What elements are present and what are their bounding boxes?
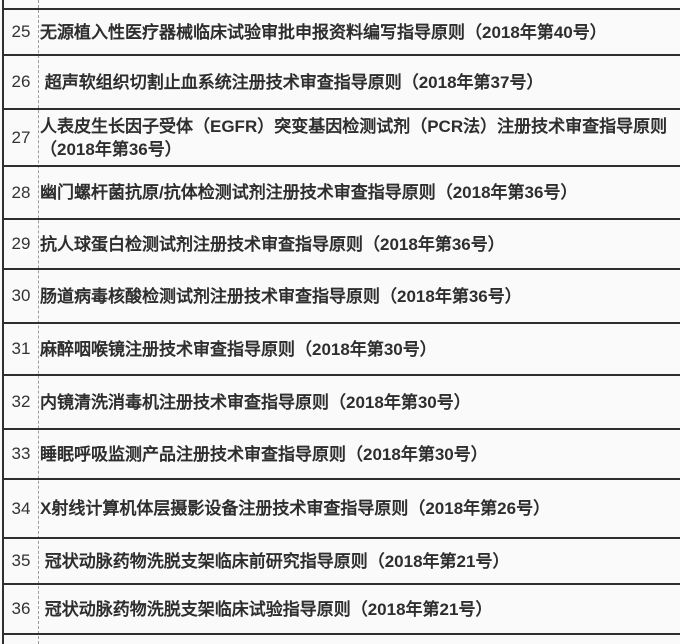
row-title: 肠道病毒核酸检测试剂注册技术审查指导原则（2018年第36号） [40, 286, 522, 306]
row-title: 无源植入性医疗器械临床试验审批申报资料编写指导原则（2018年第40号） [40, 22, 607, 42]
row-number: 36 [11, 599, 31, 618]
previous-row-partial [4, 0, 680, 8]
table-left-border [2, 0, 4, 644]
row-title: 幽门螺杆菌抗原/抗体检测试剂注册技术审查指导原则（2018年第36号） [40, 183, 578, 202]
table-row: 29 抗人球蛋白检测试剂注册技术审查指导原则（2018年第36号） [4, 218, 680, 268]
table-row: 27 人表皮生长因子受体（EGFR）突变基因检测试剂（PCR法）注册技术审查指导… [4, 108, 680, 165]
row-number: 30 [11, 286, 31, 305]
table-row: 25 无源植入性医疗器械临床试验审批申报资料编写指导原则（2018年第40号） [4, 8, 680, 54]
row-title: 内镜清洗消毒机注册技术审查指导原则（2018年第30号） [40, 392, 471, 412]
row-title: 麻醉咽喉镜注册技术审查指导原则（2018年第30号） [40, 339, 437, 359]
table-row: 31 麻醉咽喉镜注册技术审查指导原则（2018年第30号） [4, 322, 680, 374]
row-number: 25 [11, 22, 31, 41]
row-number: 31 [11, 339, 31, 358]
row-title: 冠状动脉药物洗脱支架临床前研究指导原则（2018年第21号） [40, 551, 510, 571]
row-title: 人表皮生长因子受体（EGFR）突变基因检测试剂（PCR法）注册技术审查指导原则（… [40, 116, 668, 159]
row-number: 26 [11, 72, 31, 91]
row-title: 睡眠呼吸监测产品注册技术审查指导原则（2018年第30号） [40, 444, 488, 464]
table-row: 26 超声软组织切割止血系统注册技术审查指导原则（2018年第37号） [4, 54, 680, 108]
row-number: 33 [11, 444, 31, 463]
table-row: 33 睡眠呼吸监测产品注册技术审查指导原则（2018年第30号） [4, 428, 680, 478]
row-title: 冠状动脉药物洗脱支架临床试验指导原则（2018年第21号） [40, 599, 493, 619]
row-number: 35 [11, 551, 31, 570]
table-row: 36 冠状动脉药物洗脱支架临床试验指导原则（2018年第21号） [4, 583, 680, 633]
row-number: 29 [11, 234, 31, 253]
table-row: 30 肠道病毒核酸检测试剂注册技术审查指导原则（2018年第36号） [4, 268, 680, 322]
row-number: 32 [11, 392, 31, 411]
row-number: 28 [11, 182, 31, 202]
table-row: 32 内镜清洗消毒机注册技术审查指导原则（2018年第30号） [4, 374, 680, 428]
next-row-partial [4, 633, 680, 644]
row-title: X射线计算机体层摄影设备注册技术审查指导原则（2018年第26号） [40, 499, 551, 518]
table-row: 34 X射线计算机体层摄影设备注册技术审查指导原则（2018年第26号） [4, 478, 680, 537]
row-number: 27 [11, 127, 31, 147]
row-title: 超声软组织切割止血系统注册技术审查指导原则（2018年第37号） [40, 72, 544, 92]
table-rows: 25 无源植入性医疗器械临床试验审批申报资料编写指导原则（2018年第40号） … [4, 8, 680, 633]
guidance-document-table: 25 无源植入性医疗器械临床试验审批申报资料编写指导原则（2018年第40号） … [4, 0, 680, 644]
row-number: 34 [11, 498, 31, 518]
row-title: 抗人球蛋白检测试剂注册技术审查指导原则（2018年第36号） [40, 234, 505, 254]
table-row: 35 冠状动脉药物洗脱支架临床前研究指导原则（2018年第21号） [4, 537, 680, 583]
table-row: 28 幽门螺杆菌抗原/抗体检测试剂注册技术审查指导原则（2018年第36号） [4, 165, 680, 218]
